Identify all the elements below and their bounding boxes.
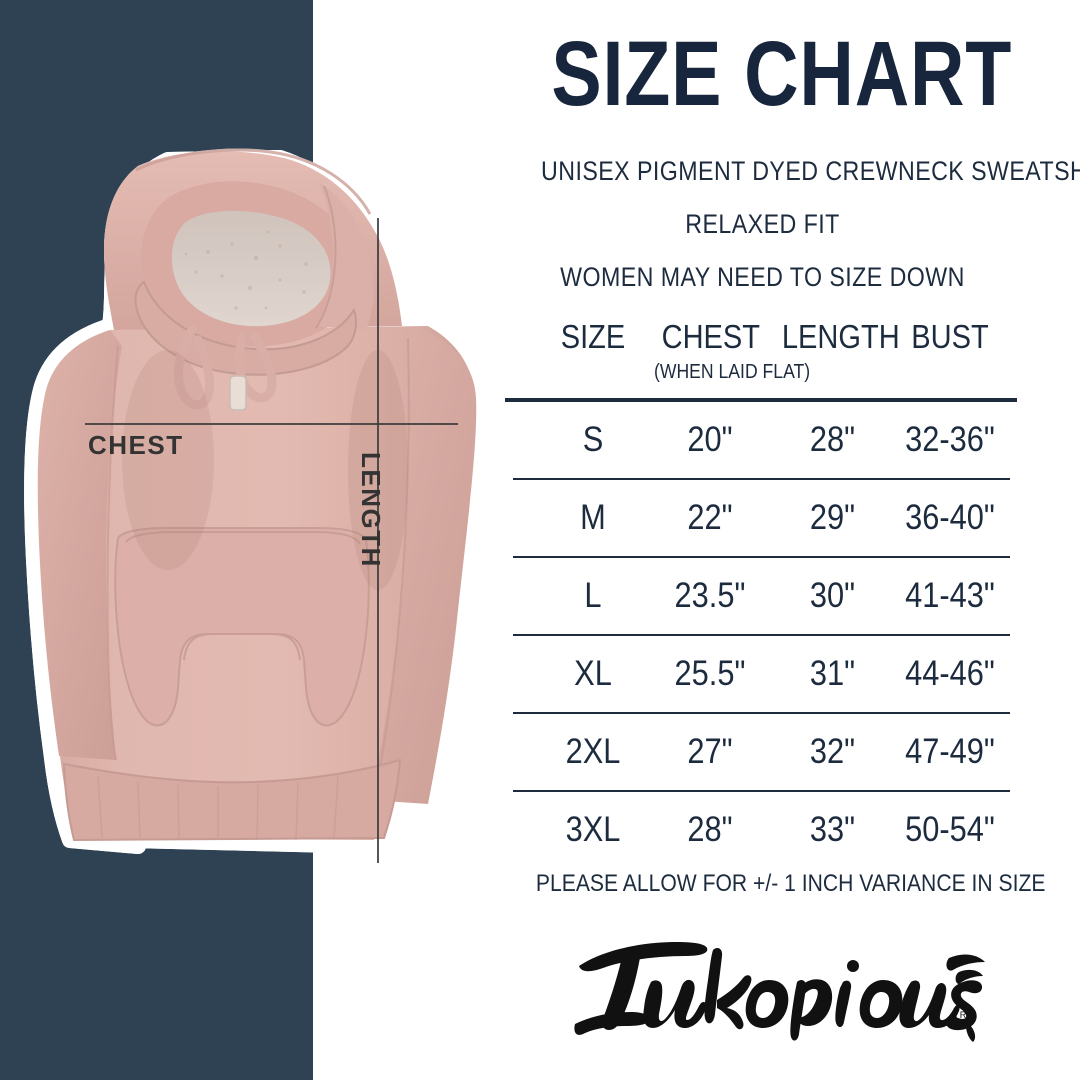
row-divider xyxy=(513,712,1010,714)
cell-bust: 41-43" xyxy=(905,576,995,615)
cell-size: M xyxy=(580,498,606,537)
cell-length: 28" xyxy=(809,420,856,459)
hoodie-illustration xyxy=(18,140,498,870)
row-divider xyxy=(513,478,1010,480)
cell-length: 29" xyxy=(809,498,856,537)
table-row: 2XL 27" 32" 47-49" xyxy=(505,714,1020,792)
cell-chest: 25.5" xyxy=(674,654,746,693)
subtitle-block: UNISEX PIGMENT DYED CREWNECK SWEATSHIRT … xyxy=(505,156,1080,292)
cell-size: 3XL xyxy=(565,810,621,849)
length-measure-line xyxy=(377,218,379,863)
page-title: SIZE CHART xyxy=(551,23,1013,125)
subtitle-line-2: RELAXED FIT xyxy=(685,209,840,239)
column-header-size: SIZE xyxy=(560,318,626,355)
column-header-bust: BUST xyxy=(911,318,989,355)
subtitle-line-3: WOMEN MAY NEED TO SIZE DOWN xyxy=(560,262,965,292)
table-row: L 23.5" 30" 41-43" xyxy=(505,558,1020,636)
row-divider xyxy=(513,790,1010,792)
cell-bust: 44-46" xyxy=(905,654,995,693)
cell-size: XL xyxy=(574,654,612,693)
cell-chest: 27" xyxy=(687,732,733,771)
chart-content: SIZE CHART UNISEX PIGMENT DYED CREWNECK … xyxy=(505,0,1080,1080)
row-divider xyxy=(513,556,1010,558)
product-photo-stage: CHEST LENGTH xyxy=(0,0,520,1080)
cell-size: 2XL xyxy=(565,732,621,771)
column-header-chest: CHEST xyxy=(661,318,761,355)
cell-bust: 50-54" xyxy=(905,810,995,849)
cell-chest: 23.5" xyxy=(674,576,746,615)
cell-length: 32" xyxy=(809,732,856,771)
column-header-length: LENGTH xyxy=(781,318,900,355)
cell-bust: 36-40" xyxy=(905,498,995,537)
row-divider xyxy=(513,634,1010,636)
subtitle-line-1: UNISEX PIGMENT DYED CREWNECK SWEATSHIRT xyxy=(541,156,1080,186)
cell-bust: 32-36" xyxy=(905,420,995,459)
cell-chest: 20" xyxy=(687,420,733,459)
variance-note: PLEASE ALLOW FOR +/- 1 INCH VARIANCE IN … xyxy=(535,870,1046,897)
table-row: XL 25.5" 31" 44-46" xyxy=(505,636,1020,714)
cell-length: 31" xyxy=(809,654,856,693)
size-table: SIZE CHEST LENGTH BUST (WHEN LAID FLAT) … xyxy=(505,318,1020,849)
cell-length: 33" xyxy=(809,810,856,849)
cell-chest: 28" xyxy=(687,810,733,849)
chest-measure-line xyxy=(85,423,458,425)
column-header-note: (WHEN LAID FLAT) xyxy=(654,361,811,383)
brand-logo: R xyxy=(545,922,985,1042)
table-row: S 20" 28" 32-36" xyxy=(505,402,1020,480)
table-row: 3XL 28" 33" 50-54" xyxy=(505,792,1020,870)
cell-bust: 47-49" xyxy=(905,732,995,771)
garment-sticker: CHEST LENGTH xyxy=(0,0,520,1080)
table-body: S 20" 28" 32-36" M 22" 29" 36-40" L 23.5… xyxy=(505,402,1020,870)
cell-length: 30" xyxy=(809,576,856,615)
cell-chest: 22" xyxy=(687,498,733,537)
header-rule xyxy=(505,398,1017,402)
length-label: LENGTH xyxy=(356,452,386,568)
table-row: M 22" 29" 36-40" xyxy=(505,480,1020,558)
chest-label: CHEST xyxy=(88,430,184,460)
registered-mark-glyph: R xyxy=(960,1010,967,1020)
cell-size: L xyxy=(584,576,602,615)
table-header-row: SIZE CHEST LENGTH BUST (WHEN LAID FLAT) xyxy=(505,318,1020,402)
cell-size: S xyxy=(582,420,604,459)
